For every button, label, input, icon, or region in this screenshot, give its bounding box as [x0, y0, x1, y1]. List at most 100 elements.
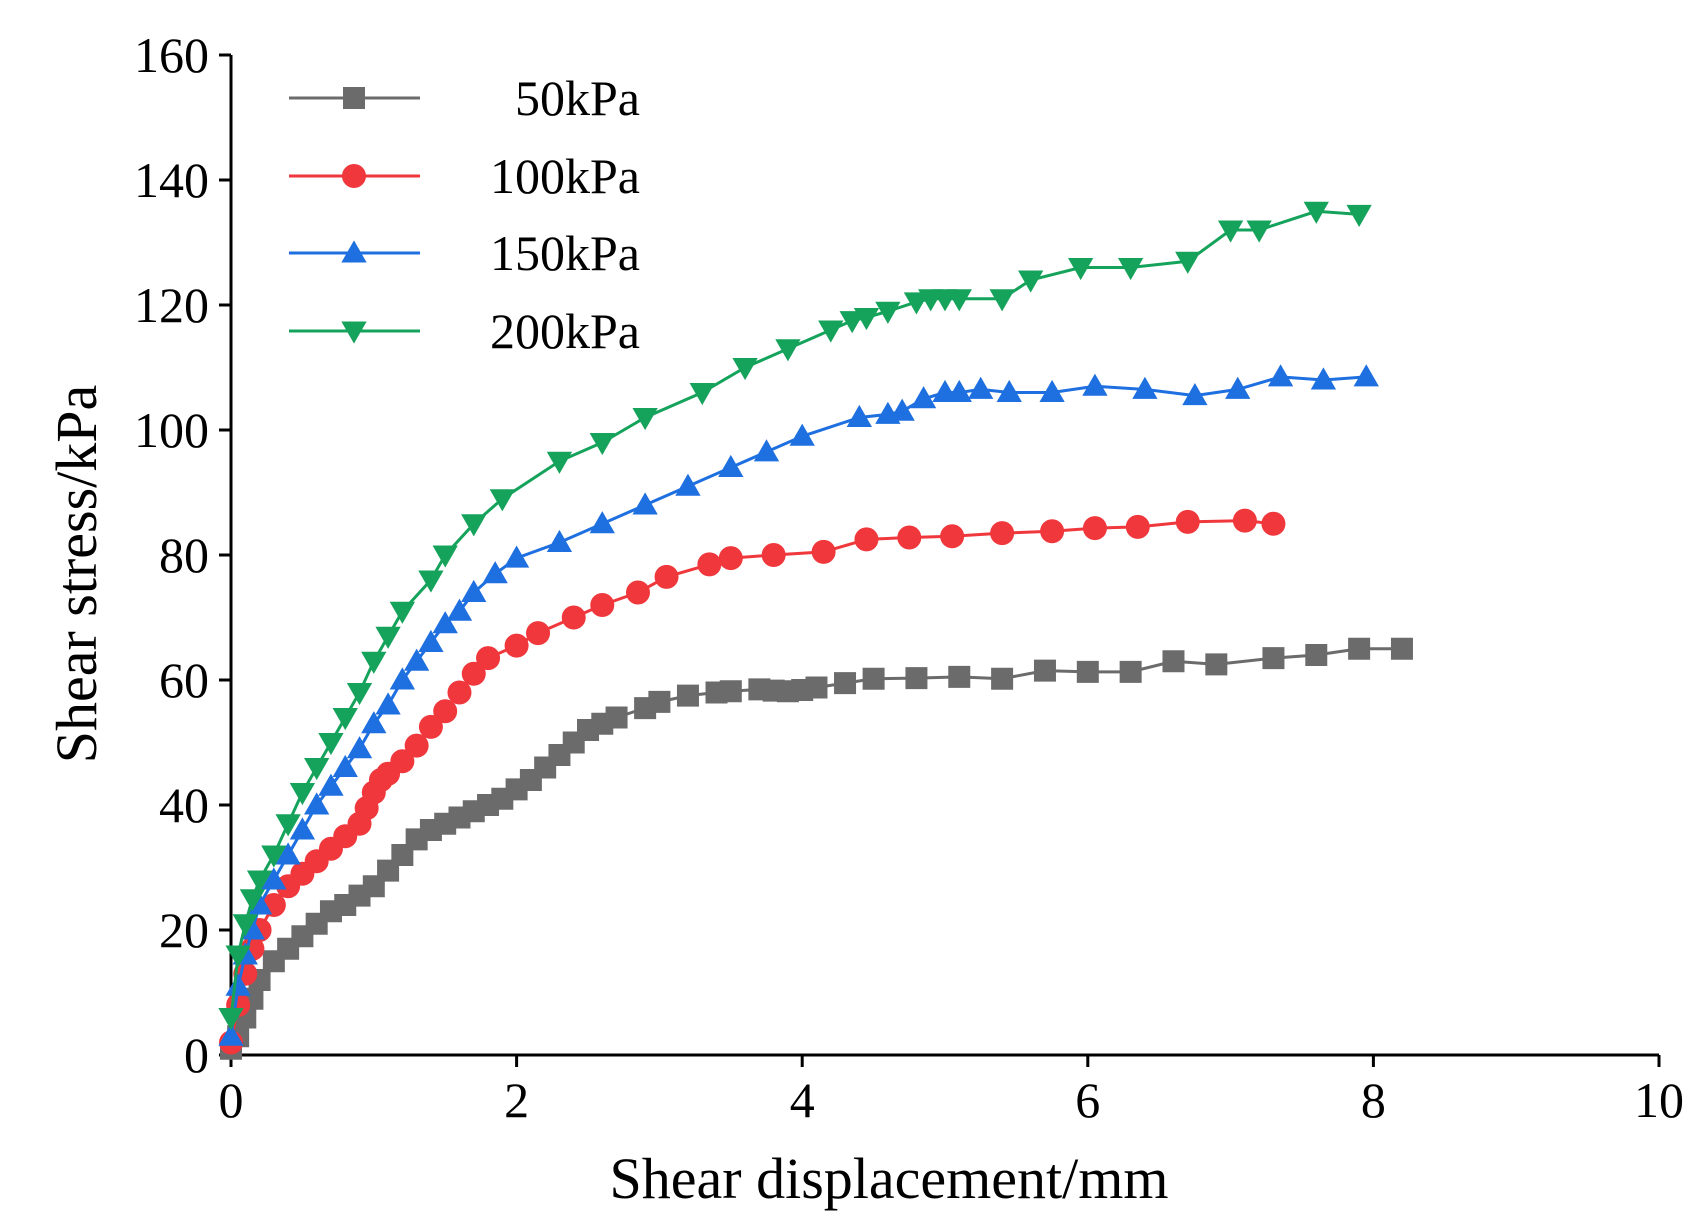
y-tick-label: 20 [159, 902, 209, 958]
data-point [589, 511, 615, 534]
data-point [590, 593, 615, 617]
data-point [676, 684, 699, 707]
data-point [719, 680, 742, 703]
data-point [1262, 647, 1285, 670]
data-point [1068, 258, 1094, 281]
data-point [834, 672, 857, 695]
x-tick-label: 2 [504, 1072, 529, 1128]
data-point [805, 676, 828, 699]
x-tick-label: 4 [790, 1072, 815, 1128]
data-point [775, 339, 801, 362]
data-point [261, 845, 287, 868]
data-point [1348, 637, 1371, 660]
data-point [853, 308, 880, 331]
data-point [526, 621, 551, 646]
data-point [1305, 644, 1328, 666]
data-point [289, 783, 316, 806]
data-point [433, 699, 458, 724]
data-point [605, 706, 628, 729]
data-point [232, 914, 258, 937]
series-150kPa [218, 364, 1379, 1046]
data-point [889, 398, 915, 421]
data-point [418, 714, 443, 739]
data-point [489, 489, 515, 512]
data-point [846, 404, 872, 427]
data-point [1076, 660, 1099, 683]
data-point [811, 539, 836, 564]
data-point [1119, 660, 1142, 683]
data-point [482, 561, 508, 584]
data-point [1175, 509, 1200, 534]
data-point [304, 792, 330, 815]
data-point [632, 492, 658, 515]
data-point [476, 646, 501, 671]
data-point [461, 661, 486, 686]
data-point [346, 736, 373, 759]
data-point [991, 667, 1014, 690]
series-group [218, 201, 1413, 1060]
data-point [389, 667, 416, 690]
data-point [218, 1008, 244, 1031]
data-point [632, 408, 658, 431]
data-point [1040, 519, 1065, 544]
data-point [1033, 659, 1056, 682]
y-tick-label: 80 [159, 527, 209, 583]
y-tick-label: 160 [134, 27, 209, 83]
data-point [989, 289, 1015, 312]
data-point [910, 386, 937, 409]
data-point [318, 773, 344, 796]
legend-marker [341, 321, 367, 344]
data-point [332, 754, 358, 777]
legend-item: 200kPa [289, 303, 640, 359]
y-tick-label: 60 [159, 652, 209, 708]
data-point [1303, 201, 1329, 224]
data-point [332, 708, 358, 731]
data-point [1082, 373, 1108, 396]
data-point [897, 525, 922, 550]
y-axis-title: Shear stress/kPa [44, 385, 109, 764]
data-point [1232, 508, 1257, 533]
legend-item: 100kPa [289, 148, 640, 204]
data-point [996, 379, 1022, 402]
data-point [432, 545, 458, 568]
data-point [546, 451, 573, 474]
data-point [446, 598, 473, 621]
legend-item: 150kPa [289, 225, 640, 281]
data-point [718, 546, 743, 571]
data-point [689, 383, 715, 406]
data-point [862, 667, 885, 690]
data-point [246, 870, 273, 893]
data-point [418, 629, 444, 652]
data-point [1261, 511, 1286, 536]
data-point [1217, 220, 1244, 243]
data-point [404, 733, 429, 758]
data-point [946, 379, 972, 402]
y-tick-label: 140 [134, 152, 209, 208]
data-point [761, 543, 786, 567]
data-point [875, 301, 901, 324]
data-point [1246, 220, 1272, 243]
x-tick-label: 8 [1361, 1072, 1386, 1128]
data-point [503, 545, 530, 568]
data-point [1039, 379, 1065, 402]
data-point [854, 527, 879, 552]
data-point [461, 579, 487, 602]
data-point [390, 749, 415, 774]
data-point [225, 973, 251, 996]
data-point [818, 320, 844, 343]
y-tick-label: 40 [159, 777, 209, 833]
x-tick-label: 6 [1075, 1072, 1100, 1128]
data-point [403, 648, 430, 671]
data-point [432, 611, 458, 634]
x-tick-label: 0 [219, 1072, 244, 1128]
data-point [389, 601, 416, 624]
legend-label: 100kPa [490, 148, 640, 204]
data-point [375, 692, 401, 715]
data-point [346, 683, 373, 706]
data-point [461, 514, 487, 537]
legend-marker [341, 240, 367, 263]
y-tick-label: 0 [184, 1027, 209, 1083]
x-axis-title: Shear displacement/mm [610, 1146, 1169, 1211]
